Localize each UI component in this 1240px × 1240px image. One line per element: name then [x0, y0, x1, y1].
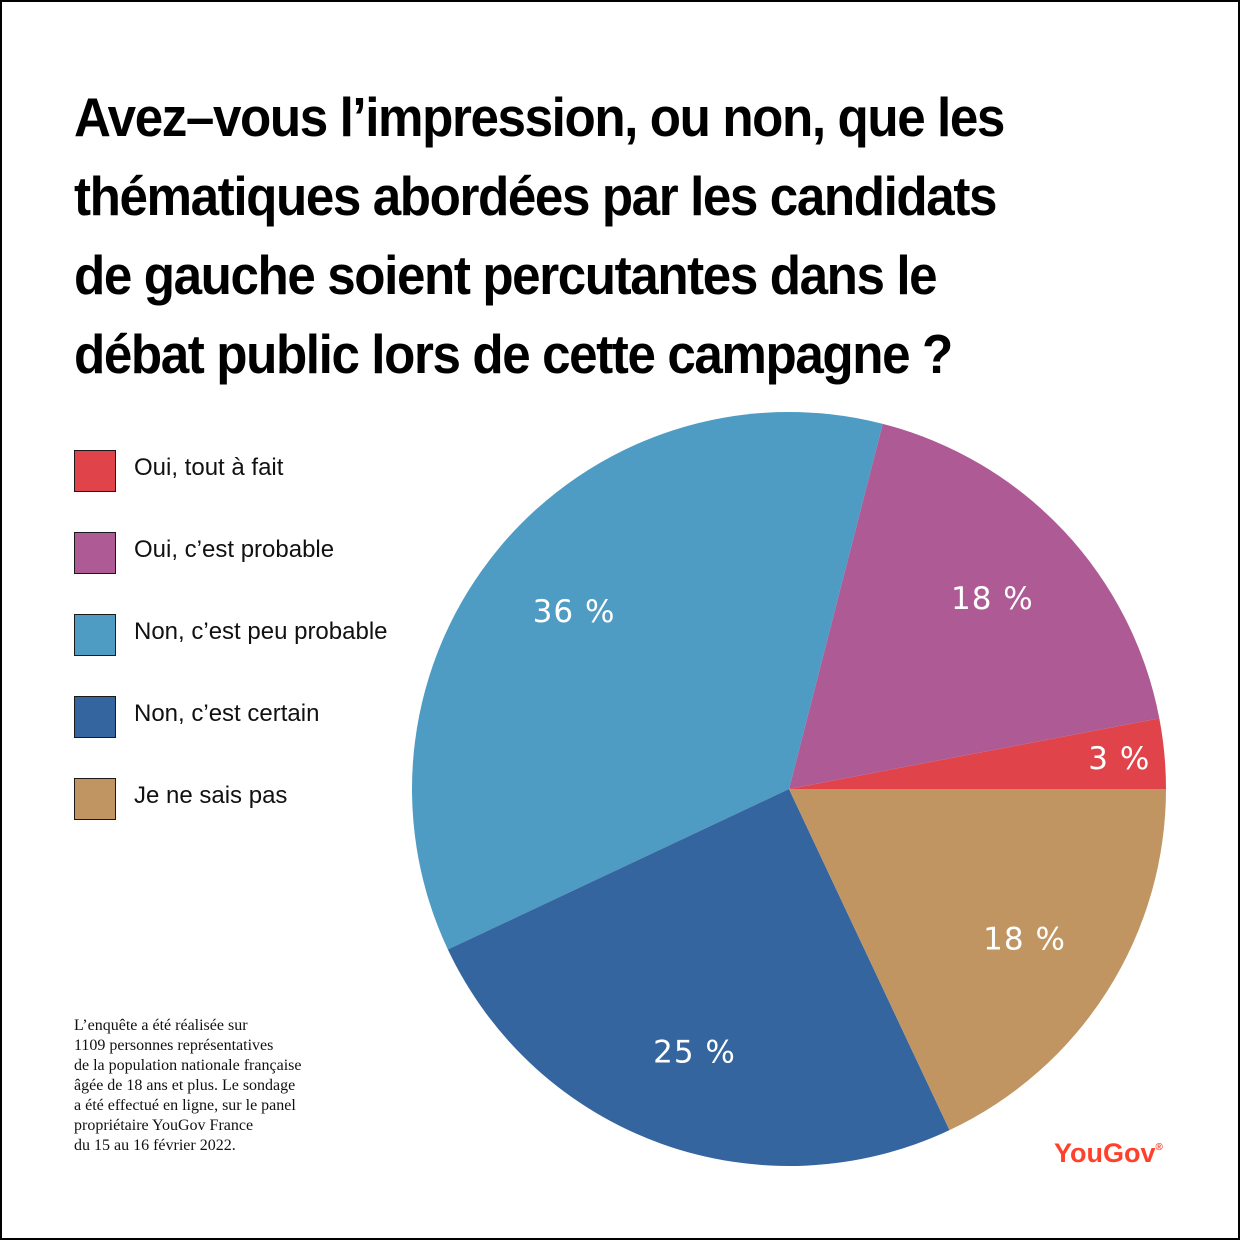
note-line: 1109 personnes représentatives: [74, 1037, 274, 1054]
legend-label: Non, c’est peu probable: [134, 618, 388, 645]
slice-value-label: 18 %: [983, 921, 1066, 957]
legend-swatch: [74, 450, 116, 492]
note-line: âgée de 18 ans et plus. Le sondage: [74, 1077, 296, 1094]
title-line: thématiques abordées par les candidats: [74, 165, 997, 227]
yougov-logo: YouGov®: [1054, 1138, 1163, 1169]
legend-swatch: [74, 696, 116, 738]
pie-slice: [789, 718, 1166, 789]
legend-swatch: [74, 532, 116, 574]
slice-value-label: 3 %: [1088, 741, 1150, 777]
pie-slice: [789, 423, 1160, 789]
note-line: L’enquête a été réalisée sur: [74, 1017, 248, 1034]
chart-title: Avez–vous l’impression, ou non, que les …: [74, 78, 1106, 394]
title-line: débat public lors de cette campagne ?: [74, 323, 953, 385]
note-line: propriétaire YouGov France: [74, 1117, 254, 1134]
legend-label: Je ne sais pas: [134, 782, 288, 809]
legend-swatch: [74, 614, 116, 656]
note-line: du 15 au 16 février 2022.: [74, 1137, 236, 1154]
brand-name: YouGov: [1054, 1138, 1156, 1168]
slice-value-label: 25 %: [653, 1034, 736, 1070]
slice-value-label: 18 %: [951, 581, 1034, 617]
methodology-note: L’enquête a été réalisée sur 1109 person…: [74, 1016, 394, 1156]
legend-swatch: [74, 778, 116, 820]
legend-label: Non, c’est certain: [134, 700, 320, 727]
legend-label: Oui, c’est probable: [134, 536, 335, 563]
title-line: de gauche soient percutantes dans le: [74, 244, 938, 306]
note-line: de la population nationale française: [74, 1057, 302, 1074]
slice-value-label: 36 %: [533, 594, 616, 630]
pie-slice: [447, 789, 950, 1166]
legend-label: Oui, tout à fait: [134, 454, 284, 481]
pie-slice: [789, 789, 1166, 1131]
registered-mark: ®: [1155, 1142, 1163, 1153]
title-line: Avez–vous l’impression, ou non, que les: [74, 86, 1005, 148]
note-line: a été effectué en ligne, sur le panel: [74, 1097, 296, 1114]
pie-slice: [411, 411, 883, 950]
